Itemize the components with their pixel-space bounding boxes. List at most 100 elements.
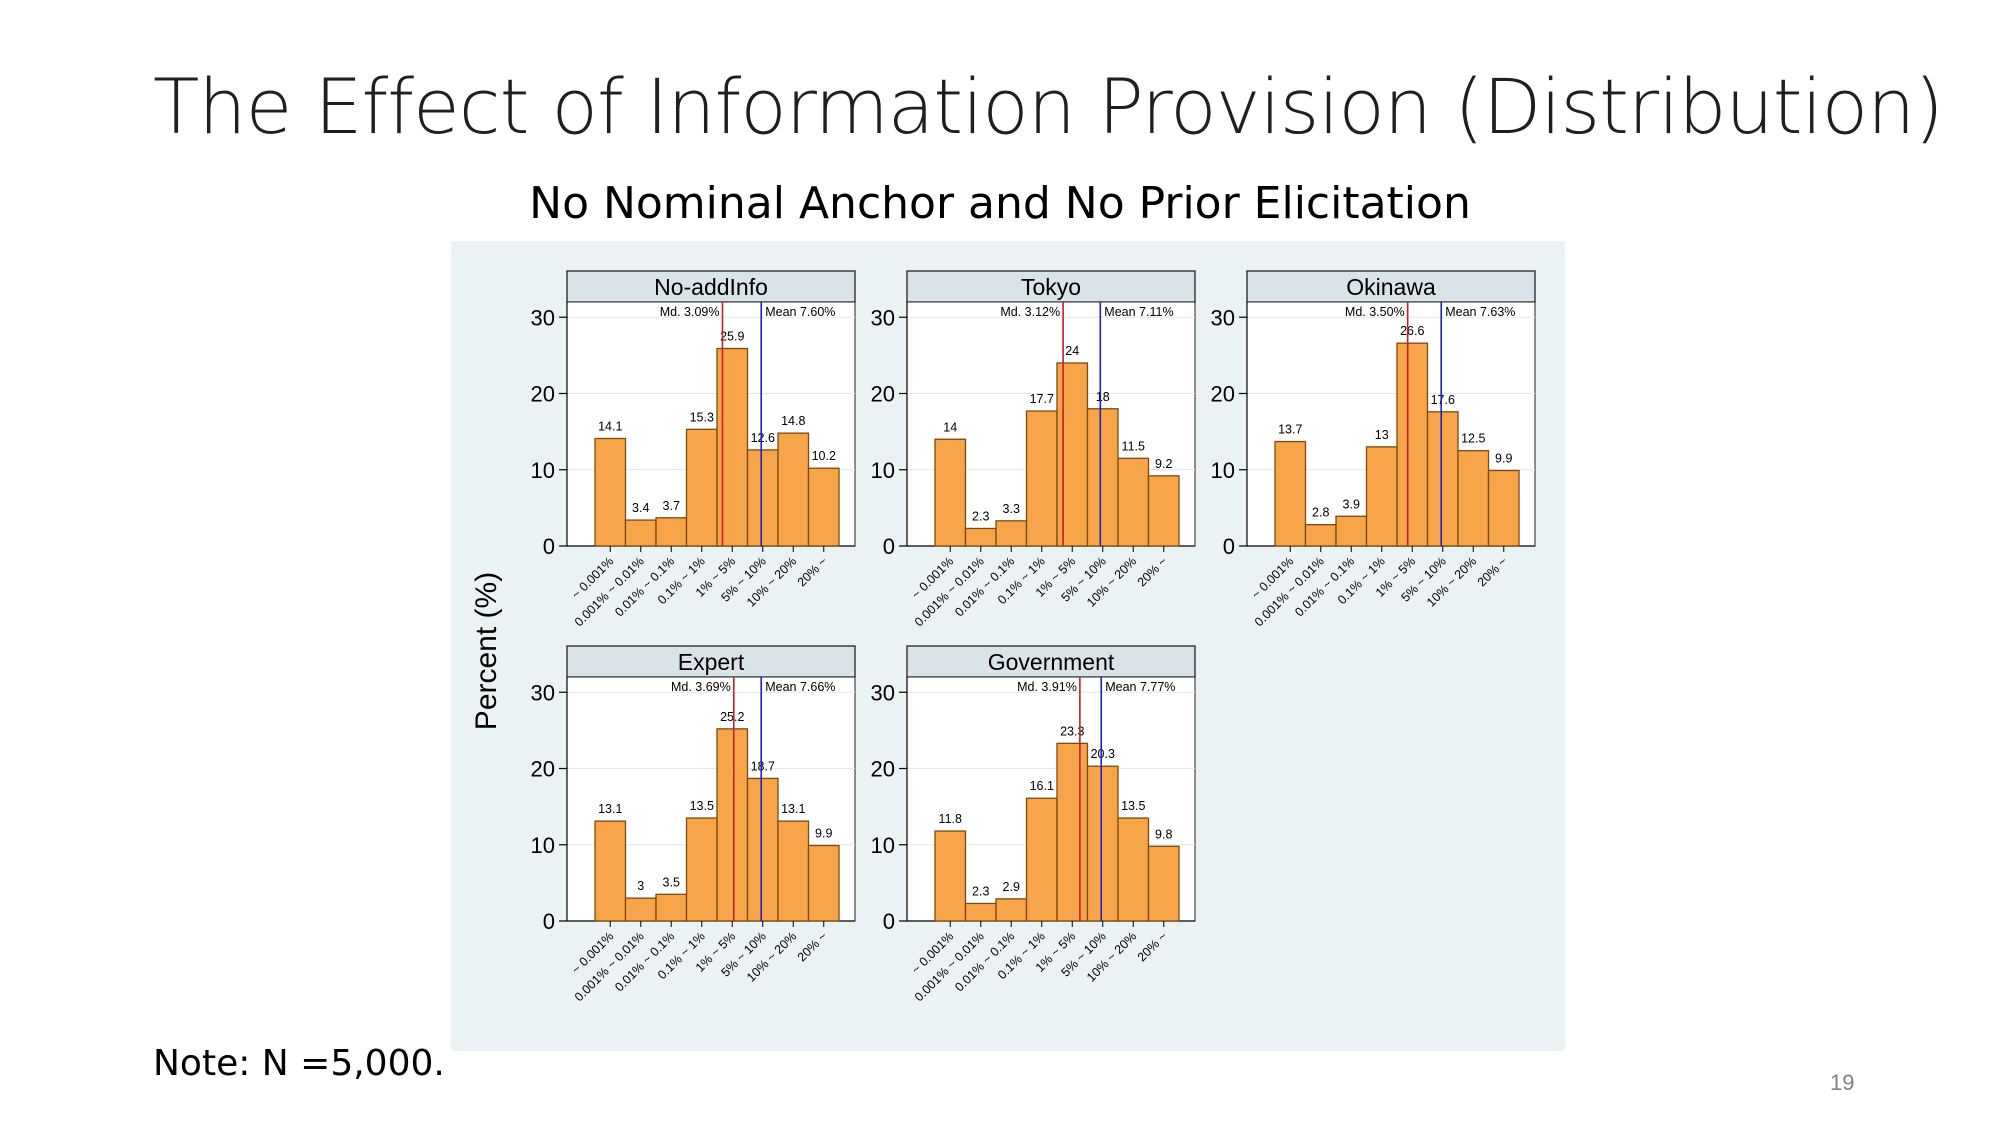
bar-expert-6 (777, 820, 810, 922)
bar-value-label: 10.2 (812, 449, 836, 463)
bar-value-label: 3.7 (663, 499, 680, 513)
bar-tokyo-0 (934, 438, 967, 547)
bar-no-addinfo-4 (716, 347, 749, 547)
bar-tokyo-7 (1147, 475, 1180, 547)
y-tick-label: 0 (1223, 534, 1235, 559)
page-number: 19 (1830, 1070, 1855, 1095)
bar-value-label: 11.8 (939, 812, 962, 826)
bar-value-label: 3.3 (1003, 502, 1020, 516)
bar-okinawa-4 (1396, 342, 1429, 547)
median-label: Md. 3.50% (1345, 305, 1405, 319)
panel-header-tokyo (906, 270, 1196, 303)
bar-value-label: 12.6 (751, 431, 775, 445)
y-tick-label: 30 (871, 305, 895, 330)
y-tick-label: 20 (1211, 382, 1235, 407)
bar-tokyo-1 (964, 527, 997, 547)
bar-expert-1 (624, 897, 657, 922)
y-tick-label: 30 (871, 680, 895, 705)
y-tick-label: 20 (531, 382, 555, 407)
bar-value-label: 9.8 (1155, 827, 1172, 841)
bar-no-addinfo-1 (624, 519, 657, 547)
bar-value-label: 12.5 (1461, 432, 1485, 446)
bar-value-label: 2.3 (972, 509, 989, 523)
bar-government-4 (1056, 742, 1089, 922)
bar-value-label: 13.1 (598, 802, 622, 816)
bar-value-label: 20.3 (1091, 747, 1115, 761)
bar-value-label: 13.5 (1121, 799, 1145, 813)
y-tick-label: 0 (883, 909, 895, 934)
bar-no-addinfo-0 (594, 437, 627, 547)
panel-title-expert: Expert (678, 649, 745, 675)
bar-expert-5 (746, 777, 779, 922)
panel-header-okinawa (1246, 270, 1536, 303)
bar-value-label: 18.7 (751, 759, 775, 773)
median-label: Md. 3.09% (660, 305, 720, 319)
y-tick-label: 10 (871, 833, 895, 858)
bar-value-label: 14.1 (598, 419, 622, 433)
bar-value-label: 16.1 (1030, 779, 1054, 793)
bar-government-0 (934, 830, 967, 922)
bar-value-label: 13.1 (781, 802, 805, 816)
median-label: Md. 3.91% (1017, 680, 1077, 694)
bar-okinawa-5 (1426, 411, 1459, 547)
bar-value-label: 3.4 (632, 501, 649, 515)
bar-value-label: 3 (637, 879, 644, 893)
bar-value-label: 2.8 (1312, 506, 1329, 520)
bar-value-label: 24 (1065, 344, 1079, 358)
bar-okinawa-6 (1457, 450, 1490, 547)
mean-label: Mean 7.66% (765, 680, 835, 694)
mean-label: Mean 7.60% (765, 305, 835, 319)
bar-okinawa-1 (1304, 523, 1337, 547)
bar-tokyo-2 (995, 520, 1028, 547)
median-label: Md. 3.69% (671, 680, 731, 694)
mean-label: Mean 7.63% (1445, 305, 1515, 319)
bar-government-5 (1086, 765, 1119, 922)
bar-value-label: 9.9 (1495, 452, 1512, 466)
bar-okinawa-2 (1335, 515, 1368, 547)
y-tick-label: 0 (883, 534, 895, 559)
panel-header-government (906, 645, 1196, 678)
y-tick-label: 30 (1211, 305, 1235, 330)
bar-value-label: 14 (943, 420, 957, 434)
bar-expert-3 (685, 817, 718, 922)
bar-value-label: 9.2 (1155, 457, 1172, 471)
y-tick-label: 20 (531, 757, 555, 782)
mean-label: Mean 7.77% (1105, 680, 1175, 694)
bar-value-label: 2.9 (1003, 880, 1020, 894)
bar-value-label: 17.6 (1431, 393, 1455, 407)
panel-title-tokyo: Tokyo (1021, 274, 1081, 300)
y-tick-label: 30 (531, 680, 555, 705)
panel-title-no-addinfo: No-addInfo (654, 274, 768, 300)
bar-value-label: 3.5 (663, 875, 680, 889)
bar-value-label: 14.8 (781, 414, 805, 428)
bar-value-label: 23.3 (1060, 724, 1084, 738)
y-tick-label: 0 (543, 909, 555, 934)
y-tick-label: 10 (1211, 458, 1235, 483)
bar-government-1 (964, 902, 997, 922)
bar-value-label: 25.9 (720, 330, 744, 344)
bar-tokyo-5 (1086, 408, 1119, 547)
bar-expert-4 (716, 728, 749, 922)
bar-no-addinfo-3 (685, 428, 718, 547)
bar-okinawa-0 (1274, 440, 1307, 547)
bar-no-addinfo-6 (777, 432, 810, 547)
bar-government-2 (995, 898, 1028, 922)
bar-value-label: 3.9 (1343, 497, 1360, 511)
y-axis-label: Percent (%) (470, 572, 503, 730)
bar-value-label: 15.3 (690, 410, 714, 424)
chart-subtitle: No Nominal Anchor and No Prior Elicitati… (529, 178, 1471, 229)
panel-title-okinawa: Okinawa (1346, 274, 1436, 300)
slide-title: The Effect of Information Provision (Dis… (153, 62, 1944, 151)
bar-value-label: 26.6 (1400, 324, 1424, 338)
bar-expert-0 (594, 820, 627, 922)
bar-tokyo-6 (1117, 457, 1150, 547)
y-tick-label: 10 (531, 833, 555, 858)
mean-label: Mean 7.11% (1104, 305, 1173, 319)
y-tick-label: 20 (871, 757, 895, 782)
bar-value-label: 17.7 (1030, 392, 1054, 406)
y-tick-label: 30 (531, 305, 555, 330)
bar-value-label: 13.5 (690, 799, 714, 813)
bar-government-7 (1147, 845, 1180, 922)
y-tick-label: 10 (531, 458, 555, 483)
